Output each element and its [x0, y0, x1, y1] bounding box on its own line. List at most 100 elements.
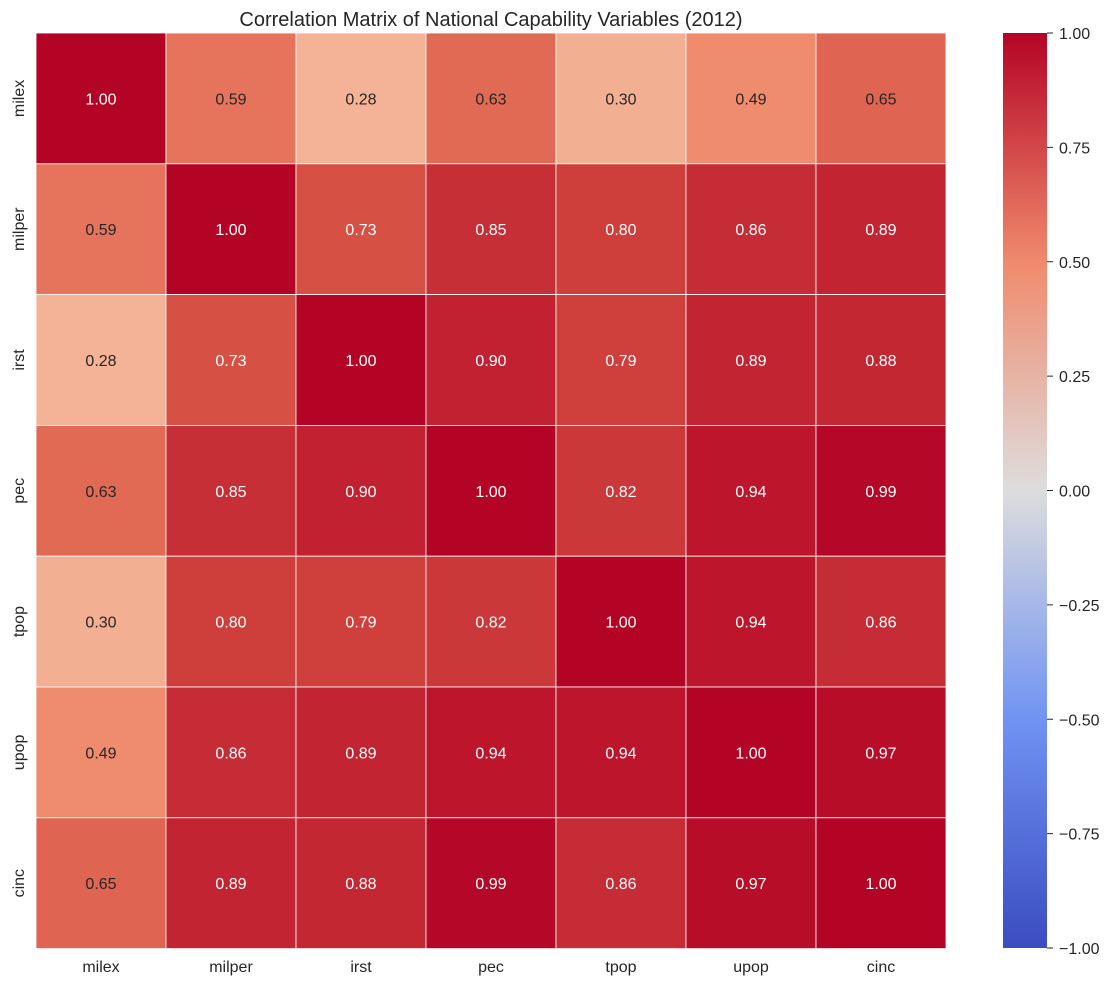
cell-value-label: 0.89 [735, 353, 766, 370]
heatmap-cell-cinc-milper [165, 817, 297, 949]
cell-value-label: 1.00 [85, 91, 116, 108]
heatmap-cells: 1.00 0.59 0.28 0.63 0.30 0.49 0.65 0.59 1.00 0.73… [35, 32, 947, 949]
cell-value-label: 0.79 [605, 353, 636, 370]
colorbar-tick-label: −1.00 [1059, 941, 1100, 958]
heatmap-cell-milper-irst [295, 163, 427, 296]
cell-value-label: 0.90 [475, 353, 506, 370]
colorbar-tick-label: 0.50 [1059, 255, 1090, 272]
heatmap-cell-cinc-upop [685, 817, 817, 949]
heatmap-cell-tpop-upop [685, 555, 817, 688]
cell-value-label: 0.94 [735, 484, 766, 501]
cell-value-label: 0.59 [215, 91, 246, 108]
cell-value-label: 0.28 [345, 91, 376, 108]
cell-value-label: 0.63 [475, 91, 506, 108]
cell-value-label: 0.65 [85, 876, 116, 893]
cell-value-label: 0.82 [475, 615, 506, 632]
heatmap-cell-upop-tpop [555, 686, 687, 819]
cell-value-label: 0.97 [735, 876, 766, 893]
cell-value-label: 0.86 [735, 222, 766, 239]
heatmap-cell-milex-cinc [815, 32, 947, 165]
colorbar-gradient [1003, 33, 1047, 948]
cell-value-label: 1.00 [735, 745, 766, 762]
cell-value-label: 0.59 [85, 222, 116, 239]
x-tick-label-tpop: tpop [605, 959, 636, 976]
y-tick-label-milex: milex [11, 80, 28, 117]
cell-value-label: 1.00 [475, 484, 506, 501]
colorbar-tick-label: −0.75 [1059, 827, 1100, 844]
chart-title: Correlation Matrix of National Capabilit… [239, 9, 742, 31]
heatmap-cell-tpop-cinc [815, 555, 947, 688]
heatmap-cell-irst-cinc [815, 294, 947, 426]
heatmap-cell-irst-pec [425, 294, 557, 426]
cell-value-label: 0.88 [865, 353, 896, 370]
y-tick-label-milper: milper [11, 207, 28, 251]
cell-value-label: 0.94 [605, 745, 636, 762]
heatmap-cell-milper-milex [35, 163, 167, 296]
cell-value-label: 1.00 [215, 222, 246, 239]
cell-value-label: 0.94 [475, 745, 506, 762]
heatmap-cell-pec-pec [425, 424, 557, 557]
cell-value-label: 0.89 [215, 876, 246, 893]
cell-value-label: 0.49 [735, 91, 766, 108]
y-tick-label-irst: irst [11, 349, 28, 371]
cell-value-label: 0.49 [85, 745, 116, 762]
cell-value-label: 1.00 [865, 876, 896, 893]
heatmap-cell-upop-milex [35, 686, 167, 819]
heatmap-cell-pec-milper [165, 424, 297, 557]
cell-value-label: 0.99 [475, 876, 506, 893]
cell-value-label: 0.80 [215, 615, 246, 632]
y-tick-label-cinc: cinc [11, 869, 28, 897]
colorbar-tick-labels: 1.00 0.75 0.50 0.25 0.00 −0.25 −0.50 −0.75 −1.00 [1047, 26, 1100, 958]
cell-value-label: 0.28 [85, 353, 116, 370]
heatmap-cell-pec-tpop [555, 424, 687, 557]
colorbar [1003, 33, 1047, 948]
heatmap-cell-upop-irst [295, 686, 427, 819]
x-axis-tick-labels: milex milper irst pec tpop upop cinc [82, 959, 895, 976]
cell-value-label: 1.00 [605, 615, 636, 632]
heatmap-cell-pec-milex [35, 424, 167, 557]
cell-value-label: 0.85 [215, 484, 246, 501]
cell-value-label: 0.86 [605, 876, 636, 893]
heatmap-cell-irst-tpop [555, 294, 687, 426]
heatmap-cell-milex-milper [165, 32, 297, 165]
heatmap-cell-milex-upop [685, 32, 817, 165]
x-tick-label-upop: upop [733, 959, 769, 976]
heatmap-cell-milper-tpop [555, 163, 687, 296]
cell-value-label: 0.90 [345, 484, 376, 501]
cell-value-label: 0.88 [345, 876, 376, 893]
colorbar-tick-label: 0.25 [1059, 369, 1090, 386]
heatmap-cell-milex-tpop [555, 32, 687, 165]
cell-value-label: 0.30 [605, 91, 636, 108]
x-tick-label-milex: milex [82, 959, 119, 976]
cell-value-label: 0.94 [735, 615, 766, 632]
heatmap-cell-irst-milper [165, 294, 297, 426]
heatmap-cell-cinc-irst [295, 817, 427, 949]
y-tick-label-tpop: tpop [11, 606, 28, 637]
heatmap-cell-irst-milex [35, 294, 167, 426]
cell-value-label: 0.63 [85, 484, 116, 501]
x-tick-label-cinc: cinc [867, 959, 895, 976]
cell-value-label: 1.00 [345, 353, 376, 370]
cell-value-label: 0.30 [85, 615, 116, 632]
heatmap-cell-irst-irst [295, 294, 427, 426]
cell-value-label: 0.86 [215, 745, 246, 762]
heatmap-cell-cinc-pec [425, 817, 557, 949]
y-tick-label-pec: pec [11, 478, 28, 504]
cell-value-label: 0.73 [215, 353, 246, 370]
cell-value-label: 0.97 [865, 745, 896, 762]
y-axis-tick-labels: milex milper irst pec tpop upop cinc [11, 80, 28, 898]
colorbar-tick-label: 1.00 [1059, 26, 1090, 43]
heatmap-cell-cinc-cinc [815, 817, 947, 949]
heatmap-cell-milex-pec [425, 32, 557, 165]
y-tick-label-upop: upop [11, 735, 28, 771]
heatmap-cell-pec-cinc [815, 424, 947, 557]
x-tick-label-pec: pec [478, 959, 504, 976]
cell-value-label: 0.89 [865, 222, 896, 239]
cell-value-label: 0.65 [865, 91, 896, 108]
cell-value-label: 0.82 [605, 484, 636, 501]
cell-value-label: 0.73 [345, 222, 376, 239]
heatmap-cell-pec-upop [685, 424, 817, 557]
heatmap-cell-upop-cinc [815, 686, 947, 819]
colorbar-tick-label: 0.00 [1059, 484, 1090, 501]
